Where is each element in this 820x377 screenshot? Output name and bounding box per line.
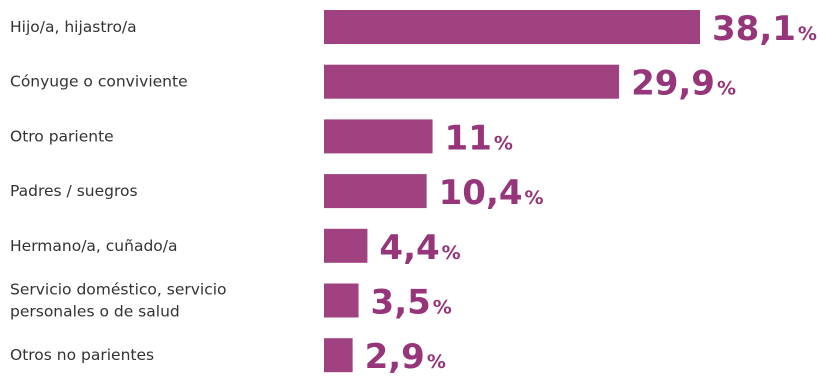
category-label-line: Cónyuge o conviviente [10, 73, 188, 91]
category-label-line: Otros no parientes [10, 346, 154, 364]
category-label: Cónyuge o conviviente [10, 73, 188, 91]
value-percent-sign: % [717, 78, 736, 100]
value-number: 2,9 [365, 337, 425, 377]
value-percent-sign: % [798, 23, 817, 45]
bar [324, 228, 368, 263]
category-label: Hijo/a, hijastro/a [10, 18, 137, 36]
chart-rows: Hijo/a, hijastro/a 38,1 % Cónyuge o convivi… [10, 9, 817, 377]
category-label-line: Hermano/a, cuñado/a [10, 237, 177, 255]
value-percent-sign: % [427, 351, 446, 373]
category-label-line: Padres / suegros [10, 182, 138, 200]
bar [324, 119, 433, 154]
category-label-line: Hijo/a, hijastro/a [10, 18, 137, 36]
bar [324, 174, 427, 209]
value-label: 4,4% [379, 228, 460, 268]
value-number: 11 [445, 118, 492, 158]
category-label: Hermano/a, cuñado/a [10, 237, 177, 255]
value-percent-sign: % [525, 187, 544, 209]
value-label: 10,4% [439, 173, 544, 213]
value-label: 29,9% [631, 64, 736, 104]
value-number: 3,5 [371, 283, 431, 323]
value-number: 38,1 [712, 9, 796, 49]
value-number: 29,9 [631, 64, 715, 104]
value-percent-sign: % [494, 132, 513, 154]
bar [324, 338, 353, 373]
category-label-line: Otro pariente [10, 127, 114, 145]
value-number: 4,4 [379, 228, 439, 268]
category-label: Otros no parientes [10, 346, 154, 364]
bar [324, 10, 700, 44]
category-label-line: personales o de salud [10, 303, 180, 321]
value-label: 38,1% [712, 9, 817, 49]
category-label: Servicio doméstico, servicio personales o… [10, 281, 227, 321]
category-label: Otro pariente [10, 127, 114, 145]
value-percent-sign: % [442, 242, 461, 264]
bar [324, 283, 359, 318]
value-label: 3,5% [371, 283, 452, 323]
value-percent-sign: % [433, 297, 452, 319]
value-number: 10,4 [439, 173, 523, 213]
bar [324, 64, 620, 99]
value-label: 11% [445, 118, 513, 158]
category-label: Padres / suegros [10, 182, 138, 200]
value-label: 2,9% [365, 337, 446, 377]
category-label-line: Servicio doméstico, servicio [10, 281, 227, 299]
